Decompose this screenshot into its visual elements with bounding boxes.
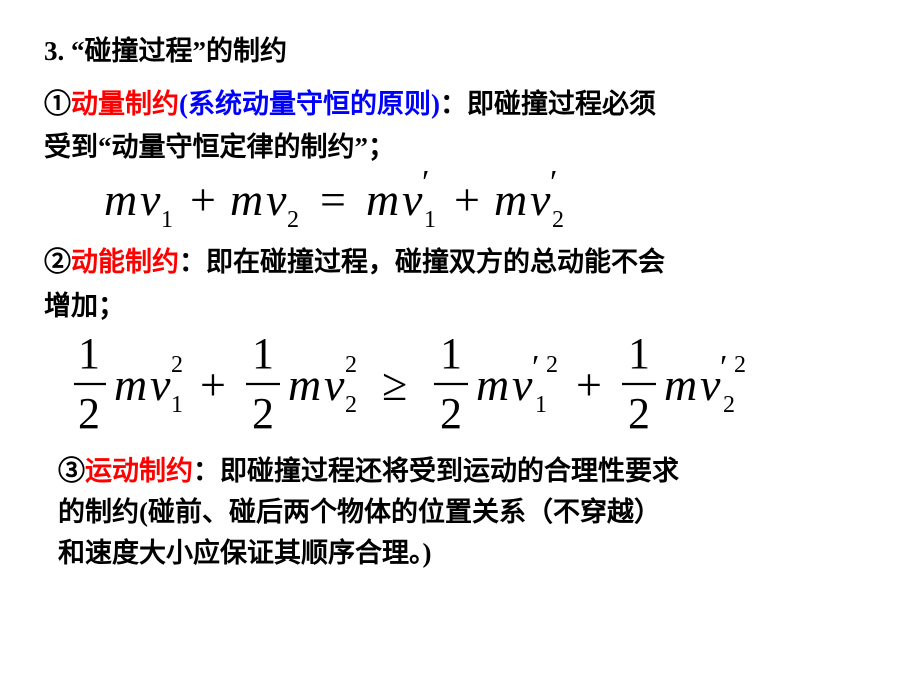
svg-text:′: ′ xyxy=(550,171,557,201)
equation1: m v 1 + m v 2 = m v ′ 1 + m v ′ 2 xyxy=(104,171,880,237)
item3-colon: ： xyxy=(193,456,220,486)
item3-line2: 的制约(碰前、碰后两个物体的位置关系（不穿越） xyxy=(44,493,880,532)
heading-text: “碰撞过程”的制约 xyxy=(71,36,287,66)
item1-text2: 受到“动量守恒定律的制约”； xyxy=(44,132,395,162)
svg-text:+: + xyxy=(200,359,226,410)
equation2: 1 2 m v 1 2 + 1 2 m v 2 2 ≥ 1 2 m v ′ 1 … xyxy=(74,330,880,446)
svg-text:m: m xyxy=(230,174,263,225)
svg-text:2: 2 xyxy=(252,389,274,438)
svg-text:=: = xyxy=(320,174,346,225)
item3-line3: 和速度大小应保证其顺序合理。) xyxy=(44,534,880,573)
svg-text:1: 1 xyxy=(171,392,183,418)
svg-text:1: 1 xyxy=(78,330,100,378)
item1-colon: ： xyxy=(440,89,467,119)
item3-text2: 的制约(碰前、碰后两个物体的位置关系（不穿越） xyxy=(58,497,661,527)
item1-title: 动量制约 xyxy=(71,89,179,119)
heading: 3. “碰撞过程”的制约 xyxy=(44,32,880,71)
item1-text1: 即碰撞过程必须 xyxy=(467,89,656,119)
svg-text:2: 2 xyxy=(440,389,462,438)
svg-text:1: 1 xyxy=(161,207,173,233)
item2-line2: 增加； xyxy=(44,287,880,326)
svg-text:2: 2 xyxy=(78,389,100,438)
svg-text:2: 2 xyxy=(734,352,746,378)
item1-line1: ①动量制约(系统动量守恒的原则)：即碰撞过程必须 xyxy=(44,85,880,124)
item2-marker: ② xyxy=(44,247,71,277)
item2-text2: 增加； xyxy=(44,291,125,321)
svg-text:1: 1 xyxy=(628,330,650,378)
item3-line1: ③运动制约：即碰撞过程还将受到运动的合理性要求 xyxy=(44,452,880,491)
svg-text:1: 1 xyxy=(535,392,547,418)
svg-text:m: m xyxy=(476,359,509,410)
svg-text:2: 2 xyxy=(552,207,564,233)
svg-text:m: m xyxy=(664,359,697,410)
item3-text3: 和速度大小应保证其顺序合理。) xyxy=(58,538,432,568)
svg-text:′: ′ xyxy=(422,171,429,201)
svg-text:2: 2 xyxy=(345,392,357,418)
svg-text:m: m xyxy=(366,174,399,225)
item3-text1: 即碰撞过程还将受到运动的合理性要求 xyxy=(220,456,679,486)
item1-line2: 受到“动量守恒定律的制约”； xyxy=(44,128,880,167)
item2-title: 动能制约 xyxy=(71,247,179,277)
svg-text:v: v xyxy=(266,174,287,225)
svg-text:m: m xyxy=(288,359,321,410)
svg-text:v: v xyxy=(402,174,423,225)
svg-text:1: 1 xyxy=(252,330,274,378)
item1-subtitle: 系统动量守恒的原则 xyxy=(188,89,431,119)
svg-text:2: 2 xyxy=(723,392,735,418)
svg-text:+: + xyxy=(454,174,480,225)
svg-text:v: v xyxy=(512,359,533,410)
svg-text:2: 2 xyxy=(287,207,299,233)
svg-text:v: v xyxy=(700,359,721,410)
svg-text:2: 2 xyxy=(628,389,650,438)
heading-index: 3. xyxy=(44,36,64,66)
svg-text:′: ′ xyxy=(720,349,727,386)
svg-text:′: ′ xyxy=(532,349,539,386)
item2-colon: ： xyxy=(179,247,206,277)
svg-text:+: + xyxy=(576,359,602,410)
item1-subtitle-prefix: ( xyxy=(179,89,188,119)
item2-text1: 即在碰撞过程，碰撞双方的总动能不会 xyxy=(206,247,665,277)
item3-marker: ③ xyxy=(58,456,85,486)
svg-text:m: m xyxy=(494,174,527,225)
item1-subtitle-suffix: ) xyxy=(431,89,440,119)
item3-title: 运动制约 xyxy=(85,456,193,486)
svg-text:2: 2 xyxy=(345,352,357,378)
svg-text:2: 2 xyxy=(546,352,558,378)
svg-text:1: 1 xyxy=(424,207,436,233)
svg-text:2: 2 xyxy=(171,352,183,378)
svg-text:v: v xyxy=(530,174,551,225)
svg-text:≥: ≥ xyxy=(382,359,407,410)
svg-text:v: v xyxy=(150,359,171,410)
svg-text:m: m xyxy=(114,359,147,410)
svg-text:v: v xyxy=(140,174,161,225)
item2-line1: ②动能制约：即在碰撞过程，碰撞双方的总动能不会 xyxy=(44,243,880,282)
svg-text:+: + xyxy=(190,174,216,225)
svg-text:1: 1 xyxy=(440,330,462,378)
svg-text:m: m xyxy=(104,174,137,225)
item1-marker: ① xyxy=(44,89,71,119)
svg-text:v: v xyxy=(324,359,345,410)
